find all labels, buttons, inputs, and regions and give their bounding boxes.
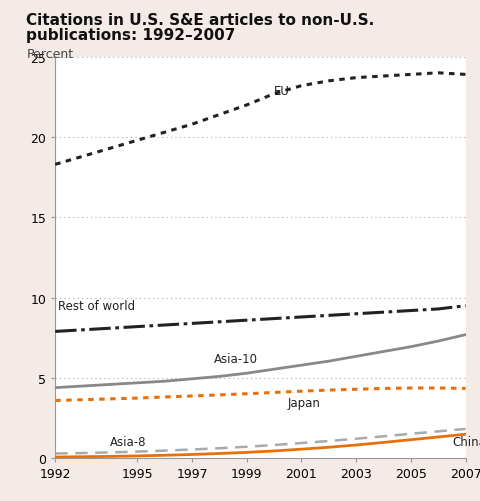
Text: Japan: Japan: [288, 396, 321, 409]
Text: Asia-8: Asia-8: [110, 435, 146, 448]
Text: China: China: [452, 435, 480, 448]
Text: publications: 1992–2007: publications: 1992–2007: [26, 28, 236, 43]
Text: Asia-10: Asia-10: [214, 353, 258, 366]
Text: Rest of world: Rest of world: [58, 300, 135, 313]
Text: EU: EU: [274, 85, 290, 98]
Text: Percent: Percent: [26, 48, 73, 61]
Text: Citations in U.S. S&E articles to non-U.S.: Citations in U.S. S&E articles to non-U.…: [26, 13, 375, 28]
